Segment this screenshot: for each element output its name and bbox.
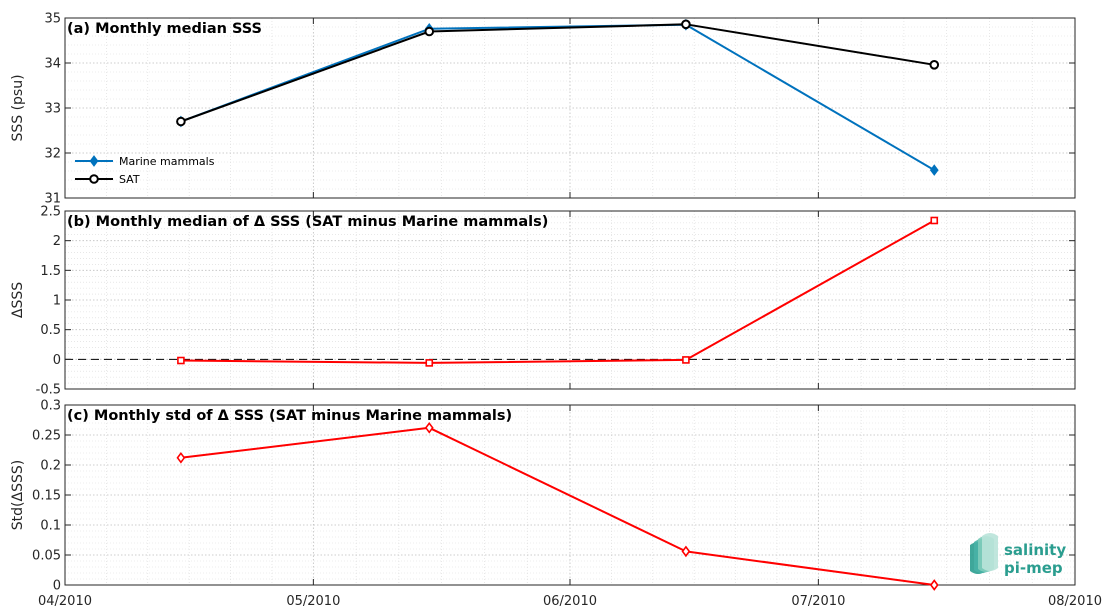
xtick-label-2: 06/2010 xyxy=(543,594,597,608)
salinity-wave-icon xyxy=(970,533,998,574)
panel-b-ytick-label: 0 xyxy=(53,353,61,368)
panel-a-series-1-point xyxy=(681,19,691,30)
panel-a-ytick-label: 32 xyxy=(44,147,61,162)
panel-c-ytick-label: 0.1 xyxy=(40,519,61,534)
panel-b-ytick-label: 2 xyxy=(53,234,61,249)
panel-c-series-0-point xyxy=(176,451,186,464)
panel-a-series-0-line xyxy=(180,23,935,171)
panel-b-series-0-point xyxy=(930,216,939,225)
panel-c-ytick-label: 0.05 xyxy=(32,549,61,564)
panel-c-title: (c) Monthly std of Δ SSS (SAT minus Mari… xyxy=(67,408,512,424)
panel-a-series-1-point xyxy=(929,60,940,70)
panel-c-series-0-point xyxy=(929,579,939,591)
panel-c-series-0-point xyxy=(424,421,434,434)
legend-marker-1 xyxy=(89,174,99,184)
xtick-label-1: 05/2010 xyxy=(286,594,340,608)
panel-b-ytick-label: -0.5 xyxy=(36,383,61,398)
panel-b-ytick-label: 1 xyxy=(53,294,61,309)
logo-text-pi-mep: pi-mep xyxy=(1004,559,1063,577)
xtick-label-0: 04/2010 xyxy=(38,594,92,608)
panel-c-ytick-label: 0 xyxy=(53,579,61,594)
panel-b-series-0-point xyxy=(682,356,690,364)
panel-b-monthly-median-delta-sss: -0.5 0 0.5 1 1.5 2 2.5 ΔSSS (b) Monthly median o… xyxy=(10,205,1076,398)
xtick-label-4: 08/2010 xyxy=(1048,594,1102,608)
panel-a-series-0-point xyxy=(929,164,939,176)
panel-c-ytick-label: 0.2 xyxy=(40,459,61,474)
panel-a-monthly-median-sss: 31 32 33 34 35 SSS (psu) (a) Monthly median SS… xyxy=(10,12,1076,207)
panel-c-ylabel: Std(ΔSSS) xyxy=(10,460,26,530)
panel-a-ytick-label: 34 xyxy=(44,57,61,72)
panel-a-ytick-label: 31 xyxy=(44,192,61,207)
panel-a-series-1-point xyxy=(176,116,186,127)
panel-a-ytick-label: 35 xyxy=(44,12,61,27)
panel-a-ylabel: SSS (psu) xyxy=(10,74,26,141)
panel-b-title: (b) Monthly median of Δ SSS (SAT minus M… xyxy=(67,214,548,230)
panel-a-series-1-line xyxy=(180,23,935,123)
panel-b-ytick-label: 2.5 xyxy=(40,205,61,220)
panel-b-ylabel: ΔSSS xyxy=(10,282,26,318)
panel-c-ytick-label: 0.25 xyxy=(32,429,61,444)
panel-b-series-0-point xyxy=(177,356,185,365)
legend-label-0: Marine mammals xyxy=(119,155,215,168)
salinity-wave-shape xyxy=(982,533,998,571)
panel-a-series-1-point xyxy=(424,26,435,37)
panel-c-ytick-label: 0.15 xyxy=(32,489,61,504)
legend-label-1: SAT xyxy=(119,173,140,186)
xtick-label-3: 07/2010 xyxy=(791,594,845,608)
panel-b-series-0-point xyxy=(425,359,434,367)
panel-a-title: (a) Monthly median SSS xyxy=(67,21,262,37)
panel-b-ytick-label: 1.5 xyxy=(40,264,61,279)
panel-c-ytick-label: 0.3 xyxy=(40,399,61,414)
logo-text-salinity: salinity xyxy=(1004,541,1066,559)
legend-marker-0 xyxy=(89,155,99,167)
panel-c-series-0-line xyxy=(180,426,935,586)
x-axis-date-labels: 04/2010 05/2010 06/2010 07/2010 08/2010 xyxy=(38,594,1102,608)
panel-c-series-0-point xyxy=(681,545,691,558)
panel-a-ytick-label: 33 xyxy=(44,102,61,117)
panel-c-monthly-std-delta-sss: 0 0.05 0.1 0.15 0.2 0.25 0.3 Std(ΔSSS) (c) Month… xyxy=(10,399,1076,594)
panel-b-ytick-label: 0.5 xyxy=(40,323,61,338)
panel-b-series-0-line xyxy=(180,219,935,364)
